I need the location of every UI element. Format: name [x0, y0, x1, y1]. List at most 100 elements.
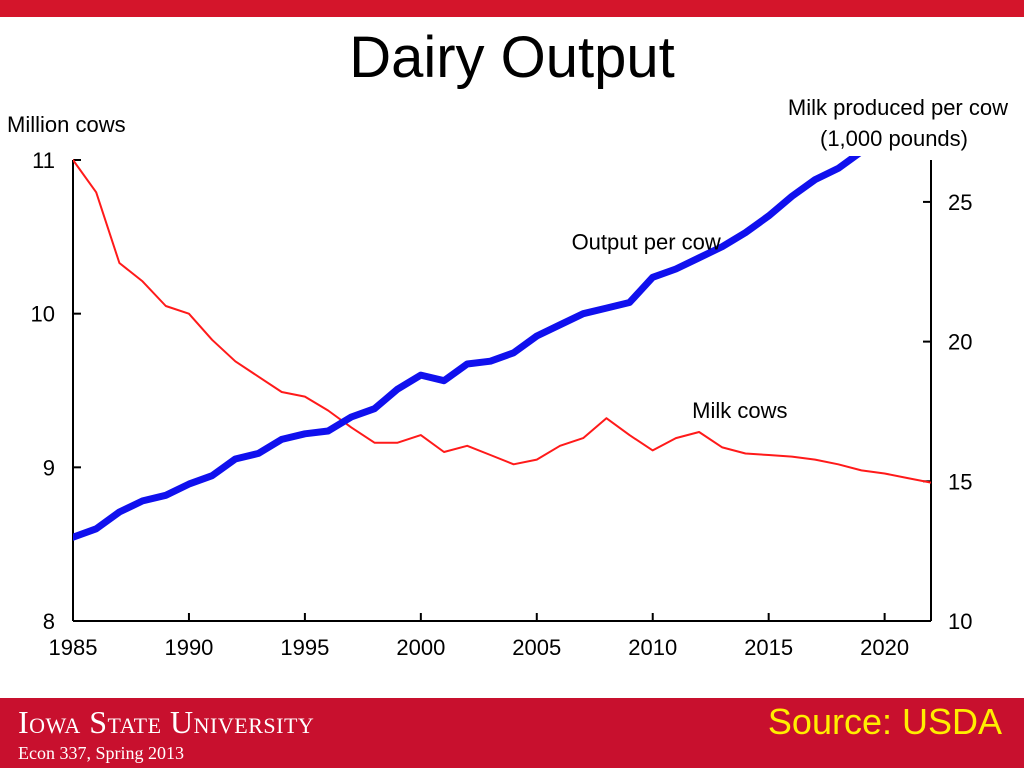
left-tick-label: 9: [43, 455, 55, 480]
output-per-cow-point: [420, 374, 422, 376]
milk-cows-point: [350, 426, 352, 428]
top-accent-bar: [0, 0, 1024, 17]
output-per-cow-point: [373, 408, 375, 410]
output-per-cow-point: [304, 433, 306, 435]
x-tick-label: 2000: [396, 635, 445, 660]
chart-labels: Million cows Milk produced per cow (1,000 …: [7, 95, 1008, 423]
x-tick-label: 2015: [744, 635, 793, 660]
milk-cows-point: [513, 463, 514, 465]
left-tick-label: 10: [31, 302, 55, 327]
milk-cows-point: [791, 456, 793, 457]
milk-cows-point: [814, 459, 816, 461]
output-per-cow-label: Output per cow: [572, 229, 721, 254]
university-logo-text: Iowa State University: [18, 704, 315, 740]
output-per-cow-point: [791, 195, 793, 197]
output-per-cow-point: [698, 257, 700, 259]
output-per-cow-point: [814, 179, 816, 181]
output-per-cow-point: [258, 452, 260, 454]
source-label: Source: USDA: [767, 701, 1002, 742]
milk-cows-point: [652, 450, 654, 451]
output-per-cow-point: [165, 494, 167, 496]
output-per-cow-point: [234, 458, 236, 460]
axes: 1985 1990 1995 2000 2005 2010 2015 202089101110…: [31, 148, 973, 660]
left-tick-label: 11: [32, 148, 55, 173]
output-per-cow-point: [559, 324, 561, 326]
x-tick-label: 2010: [628, 635, 677, 660]
output-per-cow-point: [837, 167, 839, 169]
milk-cows-point: [582, 437, 584, 439]
footer-bar: Iowa State University Econ 337, Spring 2…: [0, 698, 1024, 768]
milk-cows-point: [397, 442, 399, 444]
milk-cows-label: Milk cows: [692, 398, 787, 423]
milk-cows-point: [675, 437, 677, 439]
milk-cows-point: [95, 191, 97, 193]
right-axis-label-line1: Milk produced per cow: [788, 95, 1008, 120]
series-lines: [73, 156, 931, 541]
milk-cows-point: [745, 453, 746, 454]
milk-cows-point: [466, 445, 468, 447]
output-per-cow-point: [721, 246, 723, 248]
milk-cows-point: [837, 463, 839, 465]
output-per-cow-point: [513, 352, 515, 354]
x-tick-label: 1985: [49, 635, 98, 660]
output-per-cow-point: [118, 511, 120, 513]
output-per-cow-point: [466, 363, 468, 365]
output-per-cow-point: [327, 430, 329, 432]
milk-cows-point: [420, 434, 422, 436]
right-tick-label: 25: [948, 190, 972, 215]
milk-cows-point: [304, 396, 306, 398]
milk-cows-point: [258, 376, 259, 378]
milk-cows-point: [165, 305, 167, 307]
output-per-cow-point: [73, 536, 74, 538]
milk-cows-point: [629, 434, 630, 436]
output-per-cow-point: [95, 528, 97, 530]
milk-cows-point: [559, 445, 561, 447]
milk-cows-point: [327, 410, 329, 411]
milk-cows-point: [536, 459, 538, 461]
milk-cows-point: [211, 339, 213, 341]
milk-cows-point: [118, 262, 120, 264]
output-per-cow-point: [142, 500, 144, 502]
course-label: Econ 337, Spring 2013: [18, 743, 184, 763]
milk-cows-point: [768, 454, 770, 456]
right-tick-label: 20: [948, 330, 972, 355]
milk-cows-point: [861, 470, 862, 471]
milk-cows-point: [234, 360, 236, 362]
milk-cows-point: [907, 477, 909, 479]
output-per-cow-line: [73, 156, 862, 541]
output-per-cow-point: [489, 360, 491, 362]
output-per-cow-point: [536, 335, 538, 337]
milk-cows-point: [281, 391, 283, 393]
milk-cows-point: [142, 280, 143, 282]
milk-cows-line: [73, 159, 931, 484]
output-per-cow-point: [605, 307, 607, 309]
output-per-cow-point: [397, 388, 399, 390]
milk-cows-point: [490, 454, 491, 456]
milk-cows-point: [374, 442, 375, 444]
output-per-cow-point: [768, 215, 770, 217]
x-tick-label: 1995: [280, 635, 329, 660]
milk-cows-point: [698, 431, 700, 433]
output-per-cow-point: [675, 268, 677, 270]
left-tick-label: 8: [43, 609, 55, 634]
milk-cows-point: [721, 446, 723, 448]
milk-cows-point: [930, 482, 931, 484]
slide-title: Dairy Output: [349, 25, 675, 90]
milk-cows-point: [884, 473, 886, 474]
milk-cows-point: [605, 417, 607, 419]
milk-cows-point: [443, 451, 445, 453]
left-axis-label: Million cows: [7, 112, 126, 137]
output-per-cow-point: [744, 232, 746, 234]
output-per-cow-point: [211, 475, 213, 477]
right-tick-label: 10: [948, 609, 972, 634]
output-per-cow-point: [652, 276, 654, 278]
output-per-cow-point: [188, 483, 190, 485]
milk-cows-point: [73, 159, 74, 161]
right-tick-label: 15: [948, 469, 972, 494]
right-axis-label-line2: (1,000 pounds): [820, 126, 968, 151]
milk-cows-point: [188, 313, 190, 315]
dairy-output-chart: 1985 1990 1995 2000 2005 2010 2015 202089101110…: [7, 95, 1008, 660]
output-per-cow-point: [281, 438, 283, 440]
x-tick-label: 2020: [860, 635, 909, 660]
x-tick-label: 2005: [512, 635, 561, 660]
